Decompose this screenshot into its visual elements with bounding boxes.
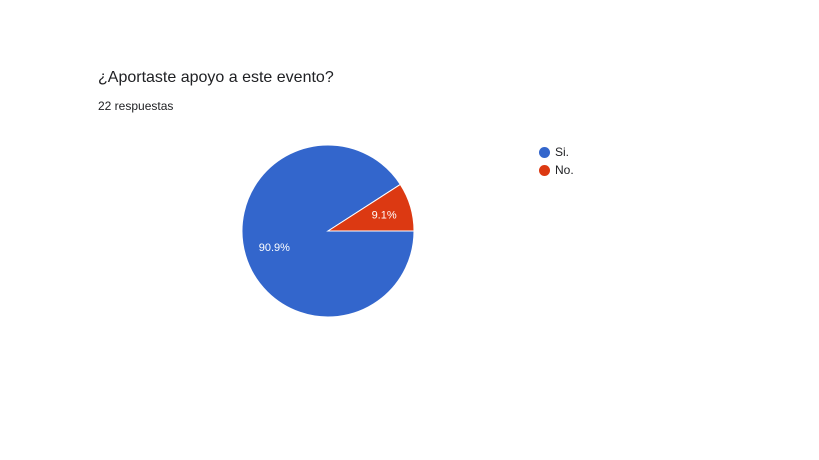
legend-item-no[interactable]: No.: [539, 161, 574, 179]
chart-legend: Si. No.: [539, 143, 574, 179]
pie-label-si: 90.9%: [259, 242, 290, 254]
question-title: ¿Aportaste apoyo a este evento?: [98, 69, 334, 86]
legend-swatch: [539, 164, 550, 176]
pie-slice-no[interactable]: [326, 183, 415, 232]
legend-label: Si.: [555, 145, 570, 159]
response-count: 22 respuestas: [98, 99, 174, 113]
legend-label: No.: [555, 163, 574, 177]
legend-swatch: [539, 146, 550, 158]
pie-label-no: 9.1%: [372, 210, 397, 222]
legend-item-si[interactable]: Si.: [539, 143, 574, 161]
